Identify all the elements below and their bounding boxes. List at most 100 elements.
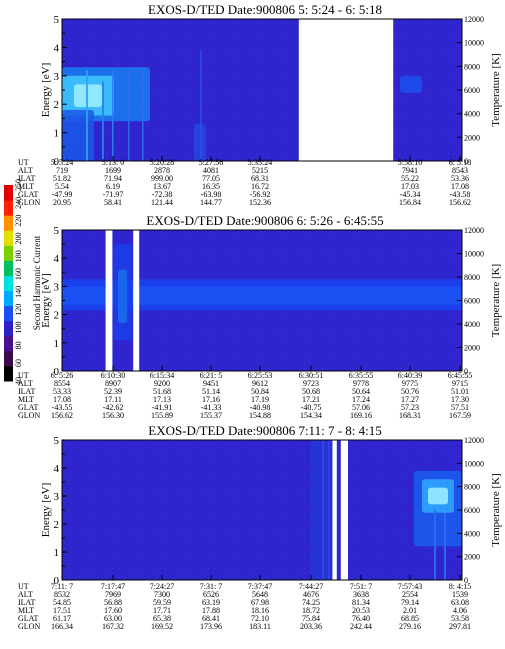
ephemeris-value: 20.95 bbox=[53, 198, 71, 207]
ephemeris-value: 72.10 bbox=[251, 614, 269, 623]
ephemeris-value: 7:44:27 bbox=[299, 582, 323, 591]
y2-tick-label: 12000 bbox=[464, 15, 484, 24]
ephemeris-value: 156.62 bbox=[51, 411, 73, 420]
ephemeris-value: 2.01 bbox=[403, 606, 417, 615]
ephemeris-value: 279.16 bbox=[399, 622, 421, 631]
ephemeris-value: 13.67 bbox=[153, 182, 171, 191]
ephemeris-value: 17.60 bbox=[104, 606, 122, 615]
ephemeris-value: 53.36 bbox=[451, 174, 469, 183]
y-tick-label: 4 bbox=[54, 463, 60, 475]
ephemeris-value: 16.72 bbox=[251, 182, 269, 191]
ephemeris-value: 57.51 bbox=[451, 403, 469, 412]
data-gap bbox=[105, 230, 113, 371]
ephemeris-value: 81.34 bbox=[352, 598, 370, 607]
y-tick-label: 5 bbox=[54, 14, 60, 26]
ephemeris-value: 17.71 bbox=[153, 606, 171, 615]
ephemeris-row-label: ALT bbox=[18, 590, 33, 599]
colorbar-segment bbox=[4, 245, 13, 261]
y-axis-label: Energy [eV] bbox=[40, 273, 52, 327]
ephemeris-value: 59.59 bbox=[153, 598, 171, 607]
ephemeris-value: 2878 bbox=[154, 166, 170, 175]
y-tick-label: 1 bbox=[54, 128, 60, 140]
ephemeris-row-label: GLAT bbox=[18, 614, 39, 623]
ephemeris-value: 168.31 bbox=[399, 411, 421, 420]
ephemeris-value: 154.88 bbox=[249, 411, 271, 420]
y2-axis-label: Temperature [K] bbox=[490, 264, 502, 337]
ephemeris-value: 9778 bbox=[353, 379, 369, 388]
ephemeris-value: 169.16 bbox=[350, 411, 372, 420]
spectrogram-panel-2: EXOS-D/TED Date:900806 6: 5:26 - 6:45:55… bbox=[18, 213, 502, 420]
intensity-region bbox=[62, 109, 94, 161]
intensity-region bbox=[400, 75, 422, 93]
y2-tick-label: 8000 bbox=[464, 62, 480, 71]
ephemeris-value: 51.01 bbox=[451, 387, 469, 396]
colorbar-tick-label: 240 bbox=[14, 197, 23, 209]
y-tick-label: 3 bbox=[54, 281, 60, 293]
ephemeris-value: 9200 bbox=[154, 379, 170, 388]
ephemeris-value: 4.06 bbox=[453, 606, 467, 615]
ephemeris-value: 54.85 bbox=[53, 598, 71, 607]
colorbar: 40 60 80 100 120 140 160 180 200 220 240 250 Second … bbox=[4, 179, 42, 385]
ephemeris-row-label: GLAT bbox=[18, 190, 39, 199]
colorbar-tick-label: 40 bbox=[14, 377, 23, 385]
ephemeris-value: 167.32 bbox=[102, 622, 124, 631]
ephemeris-row-label: MLT bbox=[18, 606, 34, 615]
ephemeris-value: 6:25:53 bbox=[248, 371, 272, 380]
y2-tick-label: 0 bbox=[464, 576, 468, 585]
y-tick-label: 2 bbox=[54, 310, 60, 322]
ephemeris-value: 155.37 bbox=[200, 411, 222, 420]
colorbar-tick-label: 60 bbox=[14, 359, 23, 367]
y2-tick-label: 10000 bbox=[464, 39, 484, 48]
ephemeris-value: 169.52 bbox=[151, 622, 173, 631]
ephemeris-value: 8532 bbox=[54, 590, 70, 599]
y-tick-label: 2 bbox=[54, 519, 60, 531]
colorbar-segment bbox=[4, 320, 13, 337]
ephemeris-value: 17.24 bbox=[352, 395, 370, 404]
intensity-streak bbox=[328, 440, 330, 580]
ephemeris-value: 7:51: 7 bbox=[350, 582, 372, 591]
ephemeris-value: 75.84 bbox=[302, 614, 320, 623]
ephemeris-value: 17.21 bbox=[302, 395, 320, 404]
y-tick-label: 5 bbox=[54, 435, 60, 447]
ephemeris-value: 58.41 bbox=[104, 198, 122, 207]
y2-tick-label: 4000 bbox=[464, 529, 480, 538]
y2-tick-label: 2000 bbox=[464, 344, 480, 353]
y-tick-label: 2 bbox=[54, 99, 60, 111]
colorbar-segment bbox=[4, 335, 13, 352]
intensity-band bbox=[62, 286, 462, 305]
ephemeris-row-label: GLON bbox=[18, 198, 40, 207]
ephemeris-value: 121.44 bbox=[151, 198, 173, 207]
ephemeris-value: 6: 5:18 bbox=[449, 158, 471, 167]
panel-title: EXOS-D/TED Date:900806 7:11: 7 - 8: 4:15 bbox=[148, 423, 382, 438]
colorbar-segment bbox=[4, 290, 13, 307]
ephemeris-value: 57.06 bbox=[352, 403, 370, 412]
ephemeris-value: 79.14 bbox=[401, 598, 419, 607]
ephemeris-value: 50.68 bbox=[302, 387, 320, 396]
ephemeris-value: 7969 bbox=[105, 590, 121, 599]
ephemeris-value: 166.34 bbox=[51, 622, 73, 631]
ephemeris-value: 7941 bbox=[402, 166, 418, 175]
ephemeris-value: 155.89 bbox=[151, 411, 173, 420]
ephemeris-value: 63.00 bbox=[104, 614, 122, 623]
ephemeris-value: 55.22 bbox=[401, 174, 419, 183]
y2-tick-label: 0 bbox=[464, 367, 468, 376]
ephemeris-value: 7:17:47 bbox=[101, 582, 125, 591]
ephemeris-value: 9715 bbox=[452, 379, 468, 388]
ephemeris-value: -41.33 bbox=[201, 403, 222, 412]
ephemeris-value: 173.96 bbox=[200, 622, 222, 631]
data-gap bbox=[298, 19, 394, 161]
ephemeris-row-label: ILAT bbox=[18, 387, 35, 396]
y2-tick-label: 4000 bbox=[464, 110, 480, 119]
ephemeris-value: 50.64 bbox=[352, 387, 370, 396]
intensity-streak bbox=[142, 67, 144, 161]
y-tick-label: 0 bbox=[54, 156, 60, 168]
ephemeris-row-label: MLT bbox=[18, 395, 34, 404]
ephemeris-value: 5:58:10 bbox=[398, 158, 422, 167]
y-axis-label: Energy [eV] bbox=[40, 63, 52, 117]
colorbar-tick-label: 140 bbox=[14, 286, 23, 298]
ephemeris-value: 51.14 bbox=[202, 387, 220, 396]
spectrogram-panel-3: EXOS-D/TED Date:900806 7:11: 7 - 8: 4:15… bbox=[18, 423, 502, 631]
ephemeris-value: -42.62 bbox=[103, 403, 124, 412]
ephemeris-value: 9612 bbox=[252, 379, 268, 388]
ephemeris-value: 156.30 bbox=[102, 411, 124, 420]
